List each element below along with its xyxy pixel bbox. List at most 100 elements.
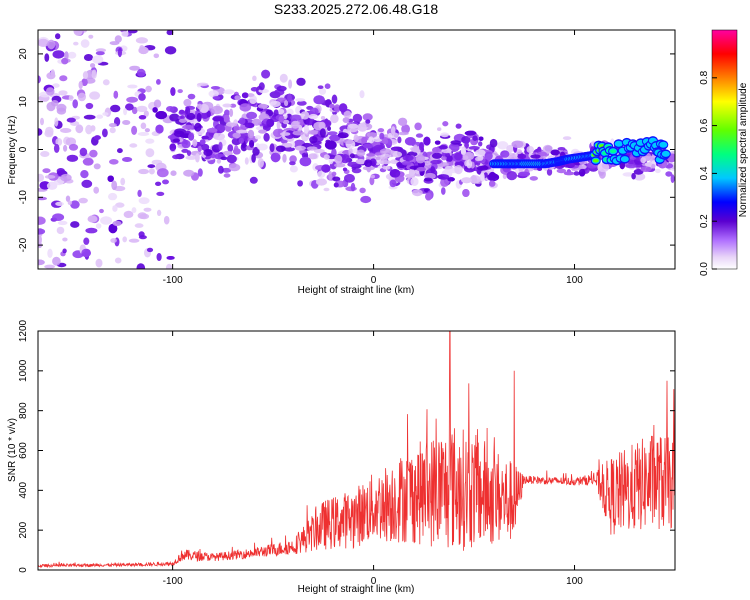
heatmap-blob (254, 135, 261, 140)
heatmap-blob (249, 95, 257, 104)
heatmap-blob (323, 154, 330, 160)
heatmap-blob (138, 93, 146, 101)
heatmap-blob (170, 87, 176, 96)
heatmap-blob (446, 155, 453, 162)
heatmap-blob (366, 153, 376, 157)
heatmap-blob (85, 102, 94, 110)
heatmap-blob (55, 33, 61, 40)
heatmap-blob (165, 263, 173, 269)
heatmap-blob (145, 85, 152, 93)
heatmap-blob (223, 173, 231, 178)
heatmap-blob (238, 137, 244, 144)
heatmap-blob (251, 118, 262, 126)
heatmap-blob (95, 223, 102, 229)
heatmap-blob (295, 98, 306, 102)
heatmap-blob (127, 30, 138, 34)
heatmap-blob (140, 122, 147, 130)
heatmap-blob (472, 135, 478, 141)
heatmap-blob (414, 122, 422, 131)
heatmap-blob (665, 171, 673, 177)
heatmap-blob (401, 124, 410, 134)
heatmap-blob (244, 122, 255, 128)
heatmap-blob (122, 120, 131, 125)
heatmap-blob (280, 132, 291, 136)
heatmap-blob (366, 132, 378, 138)
heatmap-blob (448, 143, 460, 153)
heatmap-blob (334, 163, 346, 168)
heatmap-blob (276, 120, 281, 130)
heatmap-blob (102, 112, 109, 116)
heatmap-blob (347, 161, 360, 168)
heatmap-blob (56, 226, 65, 235)
heatmap-blob (282, 153, 287, 163)
heatmap-blob (63, 144, 68, 152)
heatmap-blob (179, 109, 185, 114)
heatmap-blob (143, 110, 149, 117)
heatmap-blob (670, 174, 675, 184)
heatmap-blob (122, 236, 127, 243)
heatmap-blob (213, 132, 219, 140)
heatmap-blob (269, 143, 275, 153)
heatmap-blob (223, 150, 233, 156)
heatmap-blob (361, 136, 368, 144)
heatmap-blob (156, 79, 161, 85)
heatmap-blobs (38, 30, 675, 269)
heatmap-blob (206, 127, 218, 133)
heatmap-blob (365, 119, 371, 124)
heatmap-blob (263, 132, 270, 142)
heatmap-blob (89, 91, 101, 100)
heatmap-blob (70, 200, 80, 209)
heatmap-blob (51, 100, 59, 107)
spectrogram-ytick-label: 20 (18, 48, 29, 60)
heatmap-blob (144, 128, 150, 133)
heatmap-blob (489, 138, 498, 148)
heatmap-blob (344, 173, 355, 183)
heatmap-blob (172, 154, 180, 160)
heatmap-blob (357, 122, 367, 132)
colorbar: 0.0 0.2 0.4 0.6 0.8 Normalized spectral ampl… (699, 29, 749, 276)
heatmap-blob (117, 148, 123, 154)
heatmap-blob (578, 168, 586, 177)
heatmap-blob (401, 160, 412, 166)
heatmap-blob (210, 86, 221, 90)
ridge-core (610, 149, 617, 153)
heatmap-blob (164, 46, 177, 55)
heatmap-blob (290, 120, 300, 129)
heatmap-blob (313, 121, 325, 131)
heatmap-blob (351, 166, 357, 170)
heatmap-blob (475, 156, 482, 162)
heatmap-blob (218, 165, 224, 174)
heatmap-blob (66, 117, 76, 123)
heatmap-blob (187, 93, 196, 100)
heatmap-blob (379, 160, 392, 165)
heatmap-blob (328, 171, 333, 181)
heatmap-blob (300, 111, 310, 120)
heatmap-blob (93, 186, 99, 194)
heatmap-blob (249, 140, 255, 148)
heatmap-blob (244, 157, 249, 165)
heatmap-blob (153, 53, 159, 59)
heatmap-blob (252, 75, 257, 82)
heatmap-blob (136, 263, 146, 269)
heatmap-blob (223, 114, 230, 123)
heatmap-blob (58, 90, 68, 96)
heatmap-blob (297, 180, 303, 187)
heatmap-blob (62, 237, 68, 242)
heatmap-blob (464, 130, 477, 136)
heatmap-blob (356, 149, 366, 157)
heatmap-blob (146, 247, 154, 253)
heatmap-blob (55, 201, 64, 206)
heatmap-blob (246, 93, 255, 98)
heatmap-blob (340, 154, 350, 164)
heatmap-blob (323, 187, 330, 192)
spectrogram-xtick-label: 0 (371, 275, 377, 286)
heatmap-blob (110, 104, 121, 113)
heatmap-blob (402, 155, 414, 161)
heatmap-blob (377, 128, 385, 133)
heatmap-blob (530, 154, 541, 159)
heatmap-blob (89, 149, 98, 158)
ridge-core (621, 157, 628, 161)
heatmap-blob (73, 30, 83, 36)
heatmap-blob (370, 174, 375, 179)
colorbar-tick-label: 0.8 (699, 70, 710, 84)
